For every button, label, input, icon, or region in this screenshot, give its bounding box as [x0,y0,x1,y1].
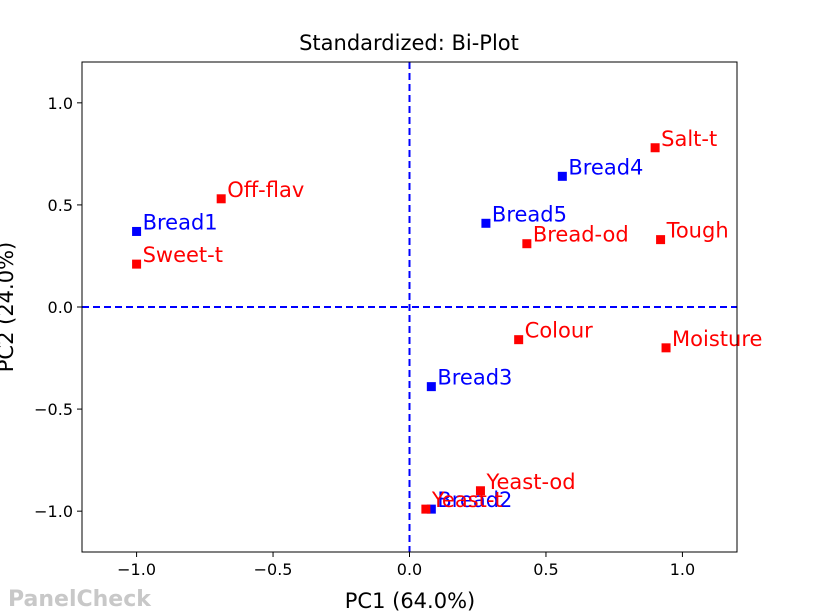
y-tick-label: −1.0 [34,502,73,521]
point-marker-bread5 [481,218,491,228]
point-marker-bread3 [426,382,436,392]
x-tick-label: −1.0 [117,560,156,579]
point-label-bread-od: Bread-od [533,223,629,247]
point-label-off-flav: Off-flav [227,178,304,202]
point-marker-bread4 [557,171,567,181]
point-marker-bread2 [426,504,436,514]
point-marker-off-flav [216,194,226,204]
point-label-bread2: Bread2 [437,488,512,512]
point-marker-sweet-t [132,259,142,269]
point-label-bread3: Bread3 [437,366,512,390]
point-label-yeast-od: Yeast-od [485,470,575,494]
y-axis-label: PC2 (24.0%) [0,242,18,372]
point-label-bread1: Bread1 [143,210,218,234]
point-label-moisture: Moisture [672,327,762,351]
x-axis-label: PC1 (64.0%) [345,589,475,613]
y-tick-label: −0.5 [34,400,73,419]
point-label-salt-t: Salt-t [661,127,717,151]
point-label-tough: Tough [666,219,729,243]
point-label-colour: Colour [525,319,594,343]
panelcheck-watermark: PanelCheck [8,587,151,612]
x-tick-label: 0.0 [397,560,422,579]
y-tick-label: 0.5 [48,196,73,215]
x-tick-label: 1.0 [670,560,695,579]
point-marker-yeast-t [421,504,431,514]
point-label-yeast-t: Yeast-t [431,488,503,512]
point-marker-bread-od [522,239,532,249]
y-tick-label: 1.0 [48,94,73,113]
x-axis-ticks: −1.0 −0.5 0.0 0.5 1.0 [117,552,695,579]
point-marker-tough [656,235,666,245]
point-label-sweet-t: Sweet-t [143,243,223,267]
point-marker-bread1 [132,226,142,236]
point-label-bread5: Bread5 [492,202,567,226]
y-tick-label: 0.0 [48,298,73,317]
point-marker-colour [514,335,524,345]
point-label-bread4: Bread4 [568,155,643,179]
reference-lines [82,62,737,552]
x-tick-label: 0.5 [533,560,558,579]
y-axis-ticks: −1.0 −0.5 0.0 0.5 1.0 [34,94,82,521]
point-marker-salt-t [650,143,660,153]
chart-title: Standardized: Bi-Plot [299,31,519,55]
point-marker-moisture [661,343,671,353]
x-tick-label: −0.5 [254,560,293,579]
point-marker-yeast-od [475,486,485,496]
